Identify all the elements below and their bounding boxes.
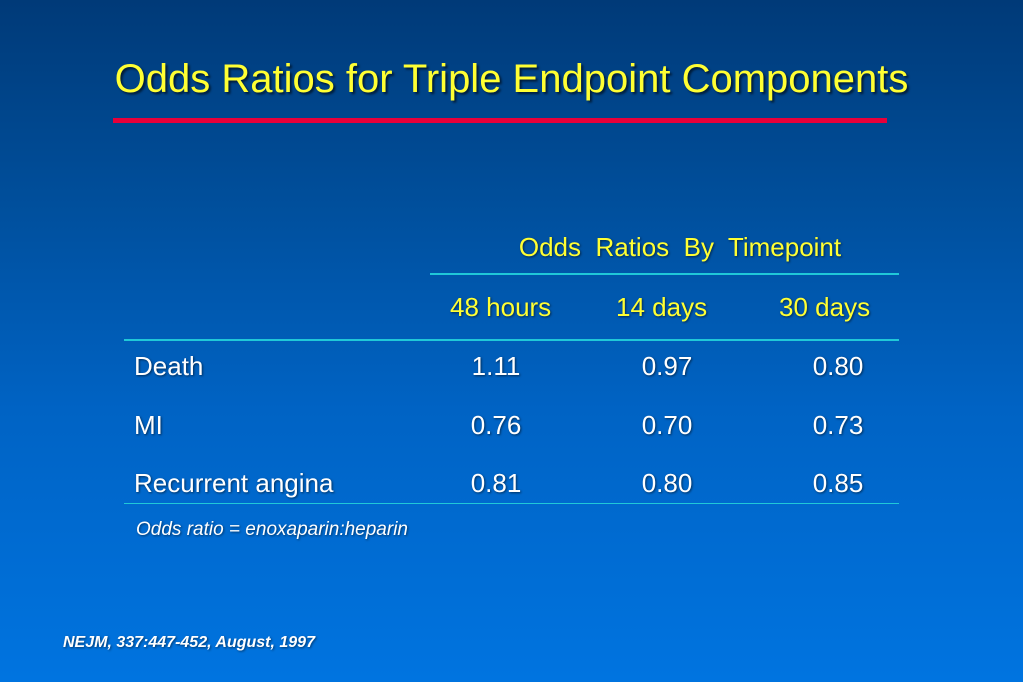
citation: NEJM, 337:447-452, August, 1997	[63, 634, 315, 651]
value-cell: 0.80	[641, 468, 693, 498]
value-cell: 0.76	[470, 410, 522, 440]
value-cell: 1.11	[471, 351, 521, 381]
value-cell: 0.80	[812, 351, 864, 381]
group-header-rule	[430, 273, 899, 275]
column-header-14-days: 14 days	[616, 292, 708, 322]
value-cell: 0.81	[470, 468, 522, 498]
group-header: Odds Ratios By Timepoint	[518, 232, 842, 262]
value-cell: 0.85	[812, 468, 864, 498]
column-header-48-hours: 48 hours	[450, 292, 552, 322]
header-rule	[124, 339, 899, 341]
row-label: MI	[134, 410, 163, 440]
title-underline	[113, 118, 887, 123]
column-header-30-days: 30 days	[779, 292, 871, 322]
row-label: Death	[134, 351, 204, 381]
row-label: Recurrent angina	[134, 468, 334, 498]
footnote: Odds ratio = enoxaparin:heparin	[136, 519, 408, 540]
value-cell: 0.73	[812, 410, 864, 440]
value-cell: 0.97	[641, 351, 693, 381]
table-bottom-rule	[124, 503, 899, 504]
slide-title: Odds Ratios for Triple Endpoint Componen…	[114, 57, 909, 101]
value-cell: 0.70	[641, 410, 693, 440]
